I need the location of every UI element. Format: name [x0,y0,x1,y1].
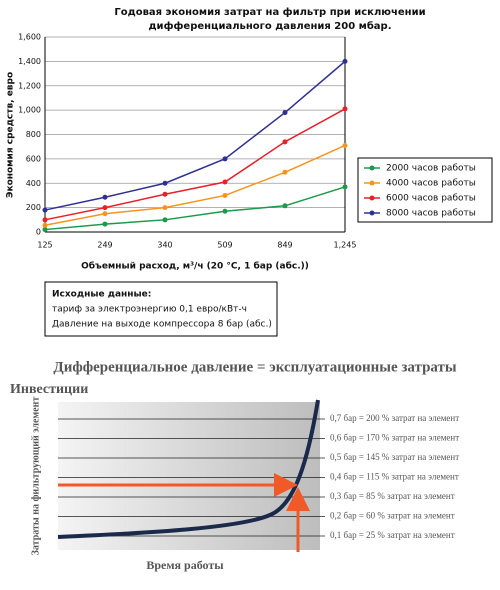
legend-label: 4000 часов работы [386,179,476,189]
point [162,217,168,223]
legend-label: 8000 часов работы [386,209,476,219]
point [342,106,348,112]
note-line: Давление на выходе компрессора 8 бар (аб… [52,320,272,330]
point [102,221,108,227]
point [222,192,228,198]
point [42,217,48,223]
series-line [44,108,346,221]
legend-swatch [369,165,375,171]
point [102,211,108,217]
legend-swatch [369,180,375,186]
level-label: 0,3 бар = 85 % затрат на элемент [330,491,455,501]
note-box [44,281,278,337]
y-tick-label: 1,200 [18,81,41,90]
chart-title: Годовая экономия затрат на фильтр при ис… [114,6,425,18]
point [102,205,108,211]
point [342,184,348,190]
point [282,203,288,209]
y-tick-label: 800 [26,130,41,139]
level-label: 0,6 бар = 170 % затрат на элемент [330,433,459,443]
point [282,139,288,145]
y-tick-label: 600 [26,154,41,163]
level-label: 0,5 бар = 145 % затрат на элемент [330,452,459,462]
note-line: тариф за электроэнергию 0,1 евро/кВт-ч [52,305,247,315]
level-label: 0,2 бар = 60 % затрат на элемент [330,511,455,521]
point [162,180,168,186]
point [222,208,228,214]
series-line [44,144,346,227]
y-tick-label: 200 [26,203,41,212]
x-tick-label: 1,245 [334,241,357,250]
y-tick-label: 1,000 [18,106,41,115]
point [282,169,288,175]
x-tick-label: 249 [97,241,112,250]
diagram-title: Дифференциальное давление = эксплуатацио… [53,359,457,375]
point [222,156,228,162]
y-tick-label: 1,400 [18,57,41,66]
point [222,179,228,185]
y-tick-label: 400 [26,179,41,188]
note-title: Исходные данные: [52,290,151,300]
diagram-y-title: Затраты на фильтрующий элемент [30,397,41,556]
x-tick-label: 849 [277,241,292,250]
y-tick-label: 1,600 [18,33,41,42]
series-line [44,60,346,211]
level-label: 0,1 бар = 25 % затрат на элемент [330,530,455,540]
point [42,227,48,233]
level-label: 0,7 бар = 200 % затрат на элемент [330,413,459,423]
x-tick-label: 340 [157,241,172,250]
legend-swatch [369,210,375,216]
legend-swatch [369,195,375,201]
x-axis-title: Объемный расход, м³/ч (20 °C, 1 бар (абс… [81,261,309,272]
diagram-x-title: Время работы [146,558,224,572]
point [282,110,288,116]
y-tick-label: 0 [36,228,41,237]
level-label: 0,4 бар = 115 % затрат на элемент [330,472,459,482]
legend-box [357,157,493,223]
y-axis-title: Экономия средств, евро [6,72,16,198]
point [102,194,108,200]
x-tick-label: 509 [217,241,232,250]
legend-label: 2000 часов работы [386,164,476,174]
diagram-subtitle: Инвестиции [10,382,88,397]
cost-curve [57,399,320,539]
chart-subtitle: дифференциального давления 200 мбар. [148,20,391,32]
point [342,58,348,64]
point [42,207,48,213]
series-line [44,186,346,231]
point [162,191,168,197]
x-tick-label: 125 [37,241,52,250]
legend-label: 6000 часов работы [386,194,476,204]
point [42,222,48,228]
point [342,142,348,148]
point [162,205,168,211]
